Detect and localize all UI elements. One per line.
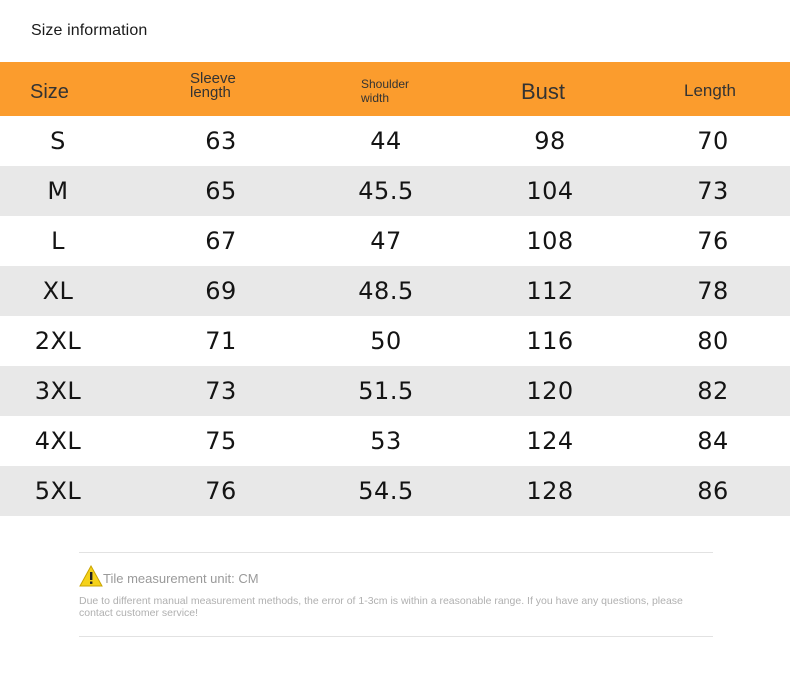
cell-sleeve-length: 76 <box>205 477 237 505</box>
cell-bust: 116 <box>526 327 574 355</box>
cell-bust: 124 <box>526 427 574 455</box>
header-size: Size <box>30 81 69 103</box>
cell-shoulder-width: 50 <box>370 327 402 355</box>
cell-length: 78 <box>697 277 729 305</box>
cell-size: M <box>47 177 69 205</box>
table-row: 2XL 71 50 116 80 <box>0 316 790 366</box>
cell-sleeve-length: 69 <box>205 277 237 305</box>
cell-length: 76 <box>697 227 729 255</box>
header-sleeve-line2: length <box>190 84 231 101</box>
cell-size: S <box>50 127 66 155</box>
header-shoulder-line1: Shoulder <box>361 77 410 91</box>
cell-shoulder-width: 51.5 <box>358 377 414 405</box>
warning-triangle-icon <box>79 565 103 587</box>
cell-shoulder-width: 53 <box>370 427 402 455</box>
cell-bust: 104 <box>526 177 574 205</box>
divider-bottom <box>79 636 713 637</box>
header-shoulder-width: Shoulder width <box>361 77 441 105</box>
cell-sleeve-length: 75 <box>205 427 237 455</box>
table-row: M 65 45.5 104 73 <box>0 166 790 216</box>
cell-length: 70 <box>697 127 729 155</box>
size-table-body: S 63 44 98 70 M 65 45.5 104 73 L 67 47 1… <box>0 116 790 516</box>
cell-shoulder-width: 47 <box>370 227 402 255</box>
header-shoulder-line2: width <box>361 91 390 105</box>
cell-sleeve-length: 71 <box>205 327 237 355</box>
table-header: Size Sleeve length Shoulder width Bust L… <box>0 62 790 116</box>
table-row: XL 69 48.5 112 78 <box>0 266 790 316</box>
cell-bust: 112 <box>526 277 574 305</box>
measurement-unit-notice: Tile measurement unit: CM <box>103 571 259 586</box>
table-row: 5XL 76 54.5 128 86 <box>0 466 790 516</box>
table-row: S 63 44 98 70 <box>0 116 790 166</box>
table-row: 4XL 75 53 124 84 <box>0 416 790 466</box>
cell-size: L <box>51 227 65 255</box>
cell-bust: 98 <box>534 127 566 155</box>
cell-length: 80 <box>697 327 729 355</box>
cell-sleeve-length: 63 <box>205 127 237 155</box>
divider-top <box>79 552 713 553</box>
cell-size: 2XL <box>34 327 82 355</box>
cell-length: 73 <box>697 177 729 205</box>
cell-size: 5XL <box>34 477 82 505</box>
header-sleeve-line1: Sleeve <box>190 70 236 87</box>
header-sleeve-length: Sleeve length <box>190 70 270 101</box>
cell-size: XL <box>42 277 74 305</box>
cell-length: 82 <box>697 377 729 405</box>
table-row: L 67 47 108 76 <box>0 216 790 266</box>
measurement-disclaimer: Due to different manual measurement meth… <box>79 595 683 619</box>
cell-length: 84 <box>697 427 729 455</box>
cell-sleeve-length: 73 <box>205 377 237 405</box>
cell-shoulder-width: 44 <box>370 127 402 155</box>
cell-bust: 108 <box>526 227 574 255</box>
cell-length: 86 <box>697 477 729 505</box>
cell-shoulder-width: 54.5 <box>358 477 414 505</box>
cell-sleeve-length: 67 <box>205 227 237 255</box>
cell-size: 3XL <box>34 377 82 405</box>
header-length: Length <box>684 81 736 100</box>
cell-bust: 128 <box>526 477 574 505</box>
page-title: Size information <box>31 22 148 39</box>
header-bust: Bust <box>521 79 566 104</box>
cell-shoulder-width: 48.5 <box>358 277 414 305</box>
table-row: 3XL 73 51.5 120 82 <box>0 366 790 416</box>
cell-sleeve-length: 65 <box>205 177 237 205</box>
cell-shoulder-width: 45.5 <box>358 177 414 205</box>
cell-bust: 120 <box>526 377 574 405</box>
cell-size: 4XL <box>34 427 82 455</box>
